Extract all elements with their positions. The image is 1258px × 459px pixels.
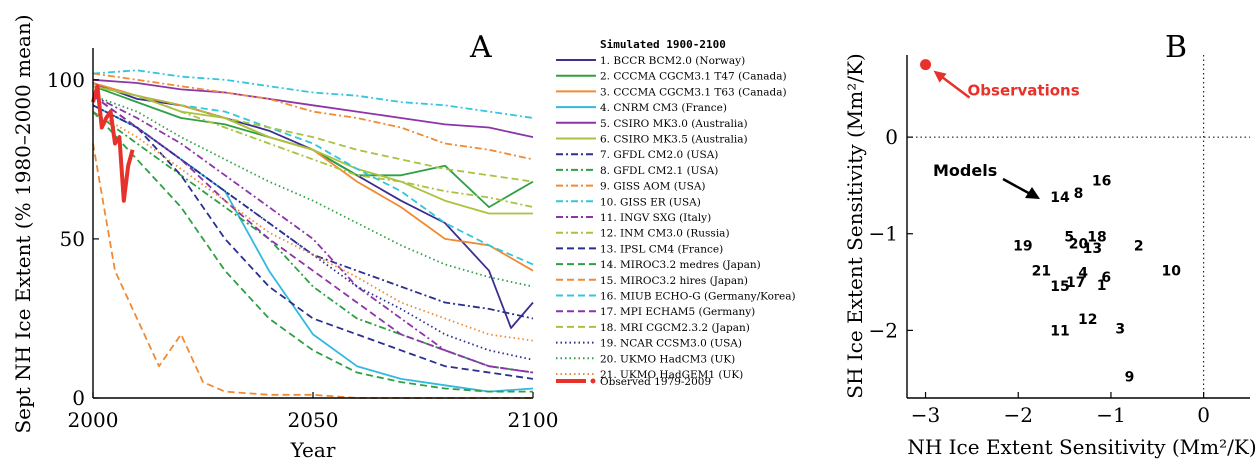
- y-tick-label: −1: [869, 222, 898, 246]
- panel-b-label: B: [1165, 30, 1187, 65]
- legend-items: 1. BCCR BCM2.0 (Norway) 2. CCCMA CGCM3.1 …: [556, 55, 796, 381]
- model-point-21: 21: [1032, 263, 1051, 279]
- observation-arrow-head: [933, 70, 947, 83]
- legend-label: 21. UKMO HadGEM1 (UK): [600, 369, 743, 381]
- y-tick-label: 0: [885, 125, 898, 149]
- legend-observed-dot: [590, 378, 596, 384]
- models-arrow: [1002, 177, 1040, 199]
- series-line-19: [92, 104, 534, 361]
- panel-b-observation: Observations: [920, 59, 1080, 100]
- x-tick-label: −3: [911, 403, 940, 427]
- series-line-3: [92, 82, 534, 272]
- legend-label: 5. CSIRO MK3.0 (Australia): [600, 118, 748, 130]
- legend-label: 4. CNRM CM3 (France): [600, 102, 727, 114]
- panel-a-ticks: 2000 2050 2100 0 50 100: [47, 68, 559, 432]
- panel-b-zero-reference-lines: [907, 55, 1250, 398]
- legend: Simulated 1900-2100 1. BCCR BCM2.0 (Norw…: [556, 38, 796, 388]
- x-tick-label: 2050: [288, 408, 339, 432]
- model-point-14: 14: [1050, 190, 1070, 206]
- series-line-1: [92, 82, 534, 329]
- legend-label: 3. CCCMA CGCM3.1 T63 (Canada): [600, 86, 787, 98]
- panel-a-observed-series: [91, 84, 135, 203]
- legend-label: 7. GFDL CM2.0 (USA): [600, 149, 718, 161]
- model-point-18: 18: [1087, 230, 1106, 246]
- panel-b: −3 −2 −1 0−2−10 123456891011121314151617181…: [843, 30, 1257, 459]
- legend-label: 10. GISS ER (USA): [600, 196, 701, 208]
- legend-title: Simulated 1900-2100: [600, 38, 726, 51]
- panel-a: 2000 2050 2100 0 50 100 A Year Sept NH Ice Ex…: [11, 14, 558, 459]
- y-tick-label: 50: [60, 227, 85, 251]
- legend-observed-entry: Observed 1979-2009: [556, 376, 711, 388]
- models-label: Models: [933, 161, 997, 180]
- model-point-3: 3: [1115, 321, 1125, 337]
- series-line-21: [92, 110, 534, 342]
- y-tick-label: 0: [72, 386, 85, 410]
- y-tick-label: −2: [869, 318, 898, 342]
- legend-label: 8. GFDL CM2.1 (USA): [600, 165, 718, 177]
- series-line-13: [92, 94, 534, 380]
- x-tick-label: 2000: [68, 408, 119, 432]
- legend-label: 14. MIROC3.2 medres (Japan): [600, 259, 761, 271]
- x-tick-label: 2100: [508, 408, 559, 432]
- x-tick-label: 0: [1197, 403, 1210, 427]
- model-point-13: 13: [1083, 241, 1102, 257]
- series-line-20: [92, 94, 534, 288]
- panel-b-y-axis-label: SH Ice Extent Sensitivity (Mm²/K): [843, 53, 867, 398]
- model-point-16: 16: [1092, 174, 1111, 190]
- panel-a-x-axis-label: Year: [290, 438, 336, 459]
- legend-label: 12. INM CM3.0 (Russia): [600, 228, 730, 240]
- legend-label: 6. CSIRO MK3.5 (Australia): [600, 134, 748, 146]
- series-line-5: [92, 78, 534, 138]
- legend-label: 13. IPSL CM4 (France): [600, 243, 723, 255]
- model-point-4: 4: [1078, 265, 1088, 281]
- panel-a-series-lines: [92, 69, 534, 399]
- series-line-10: [92, 69, 534, 119]
- legend-label: 9. GISS AOM (USA): [600, 181, 706, 193]
- observation-label: Observations: [968, 82, 1080, 100]
- series-line-12: [92, 85, 534, 208]
- legend-label: 15. MIROC3.2 hires (Japan): [600, 275, 748, 287]
- model-point-10: 10: [1161, 263, 1181, 279]
- series-line-4: [92, 104, 534, 393]
- model-point-11: 11: [1050, 323, 1069, 339]
- series-line-18: [92, 85, 534, 183]
- model-point-2: 2: [1134, 238, 1144, 254]
- legend-label: 11. INGV SXG (Italy): [600, 212, 711, 224]
- legend-label: 20. UKMO HadCM3 (UK): [600, 353, 735, 365]
- series-line-16: [92, 85, 534, 266]
- legend-observed-label: Observed 1979-2009: [600, 376, 711, 388]
- model-point-8: 8: [1074, 186, 1084, 202]
- observed-line: [91, 84, 135, 203]
- panel-a-label: A: [469, 30, 492, 65]
- legend-label: 19. NCAR CCSM3.0 (USA): [600, 338, 742, 350]
- model-point-19: 19: [1013, 238, 1032, 254]
- legend-label: 1. BCCR BCM2.0 (Norway): [600, 55, 745, 67]
- model-point-17: 17: [1066, 275, 1085, 291]
- model-point-1: 1: [1097, 278, 1107, 294]
- x-tick-label: −2: [1004, 403, 1033, 427]
- model-point-5: 5: [1064, 230, 1074, 246]
- observation-point: [920, 59, 932, 71]
- model-point-6: 6: [1101, 270, 1111, 286]
- legend-label: 17. MPI ECHAM5 (Germany): [600, 306, 755, 318]
- legend-label: 16. MIUB ECHO-G (Germany/Korea): [600, 291, 796, 303]
- model-point-12: 12: [1078, 312, 1097, 328]
- y-tick-label: 100: [47, 68, 85, 92]
- series-line-14: [92, 110, 533, 393]
- panel-b-ticks: −3 −2 −1 0 −2 −1 0: [869, 125, 1211, 427]
- panel-b-x-axis-label: NH Ice Extent Sensitivity (Mm²/K): [907, 435, 1256, 459]
- panel-a-y-axis-label: Sept NH Ice Extent (% 1980–2000 mean): [11, 14, 35, 433]
- model-point-15: 15: [1050, 279, 1069, 295]
- legend-label: 18. MRI CGCM2.3.2 (Japan): [600, 322, 750, 334]
- model-point-9: 9: [1125, 370, 1135, 386]
- legend-label: 2. CCCMA CGCM3.1 T47 (Canada): [600, 71, 787, 83]
- x-tick-label: −1: [1096, 403, 1125, 427]
- model-point-20: 20: [1069, 236, 1089, 252]
